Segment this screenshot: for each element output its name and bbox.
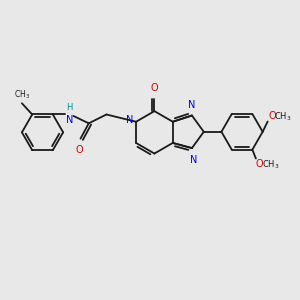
Text: N: N (188, 100, 196, 110)
Text: O: O (76, 145, 83, 154)
Text: CH$_3$: CH$_3$ (274, 110, 292, 123)
Text: N: N (190, 154, 197, 165)
Text: CH$_3$: CH$_3$ (14, 88, 30, 101)
Text: O: O (256, 159, 263, 170)
Text: O: O (151, 83, 158, 94)
Text: CH$_3$: CH$_3$ (262, 158, 279, 171)
Text: N: N (126, 115, 133, 125)
Text: N: N (66, 116, 74, 125)
Text: H: H (66, 103, 73, 112)
Text: O: O (268, 112, 276, 122)
